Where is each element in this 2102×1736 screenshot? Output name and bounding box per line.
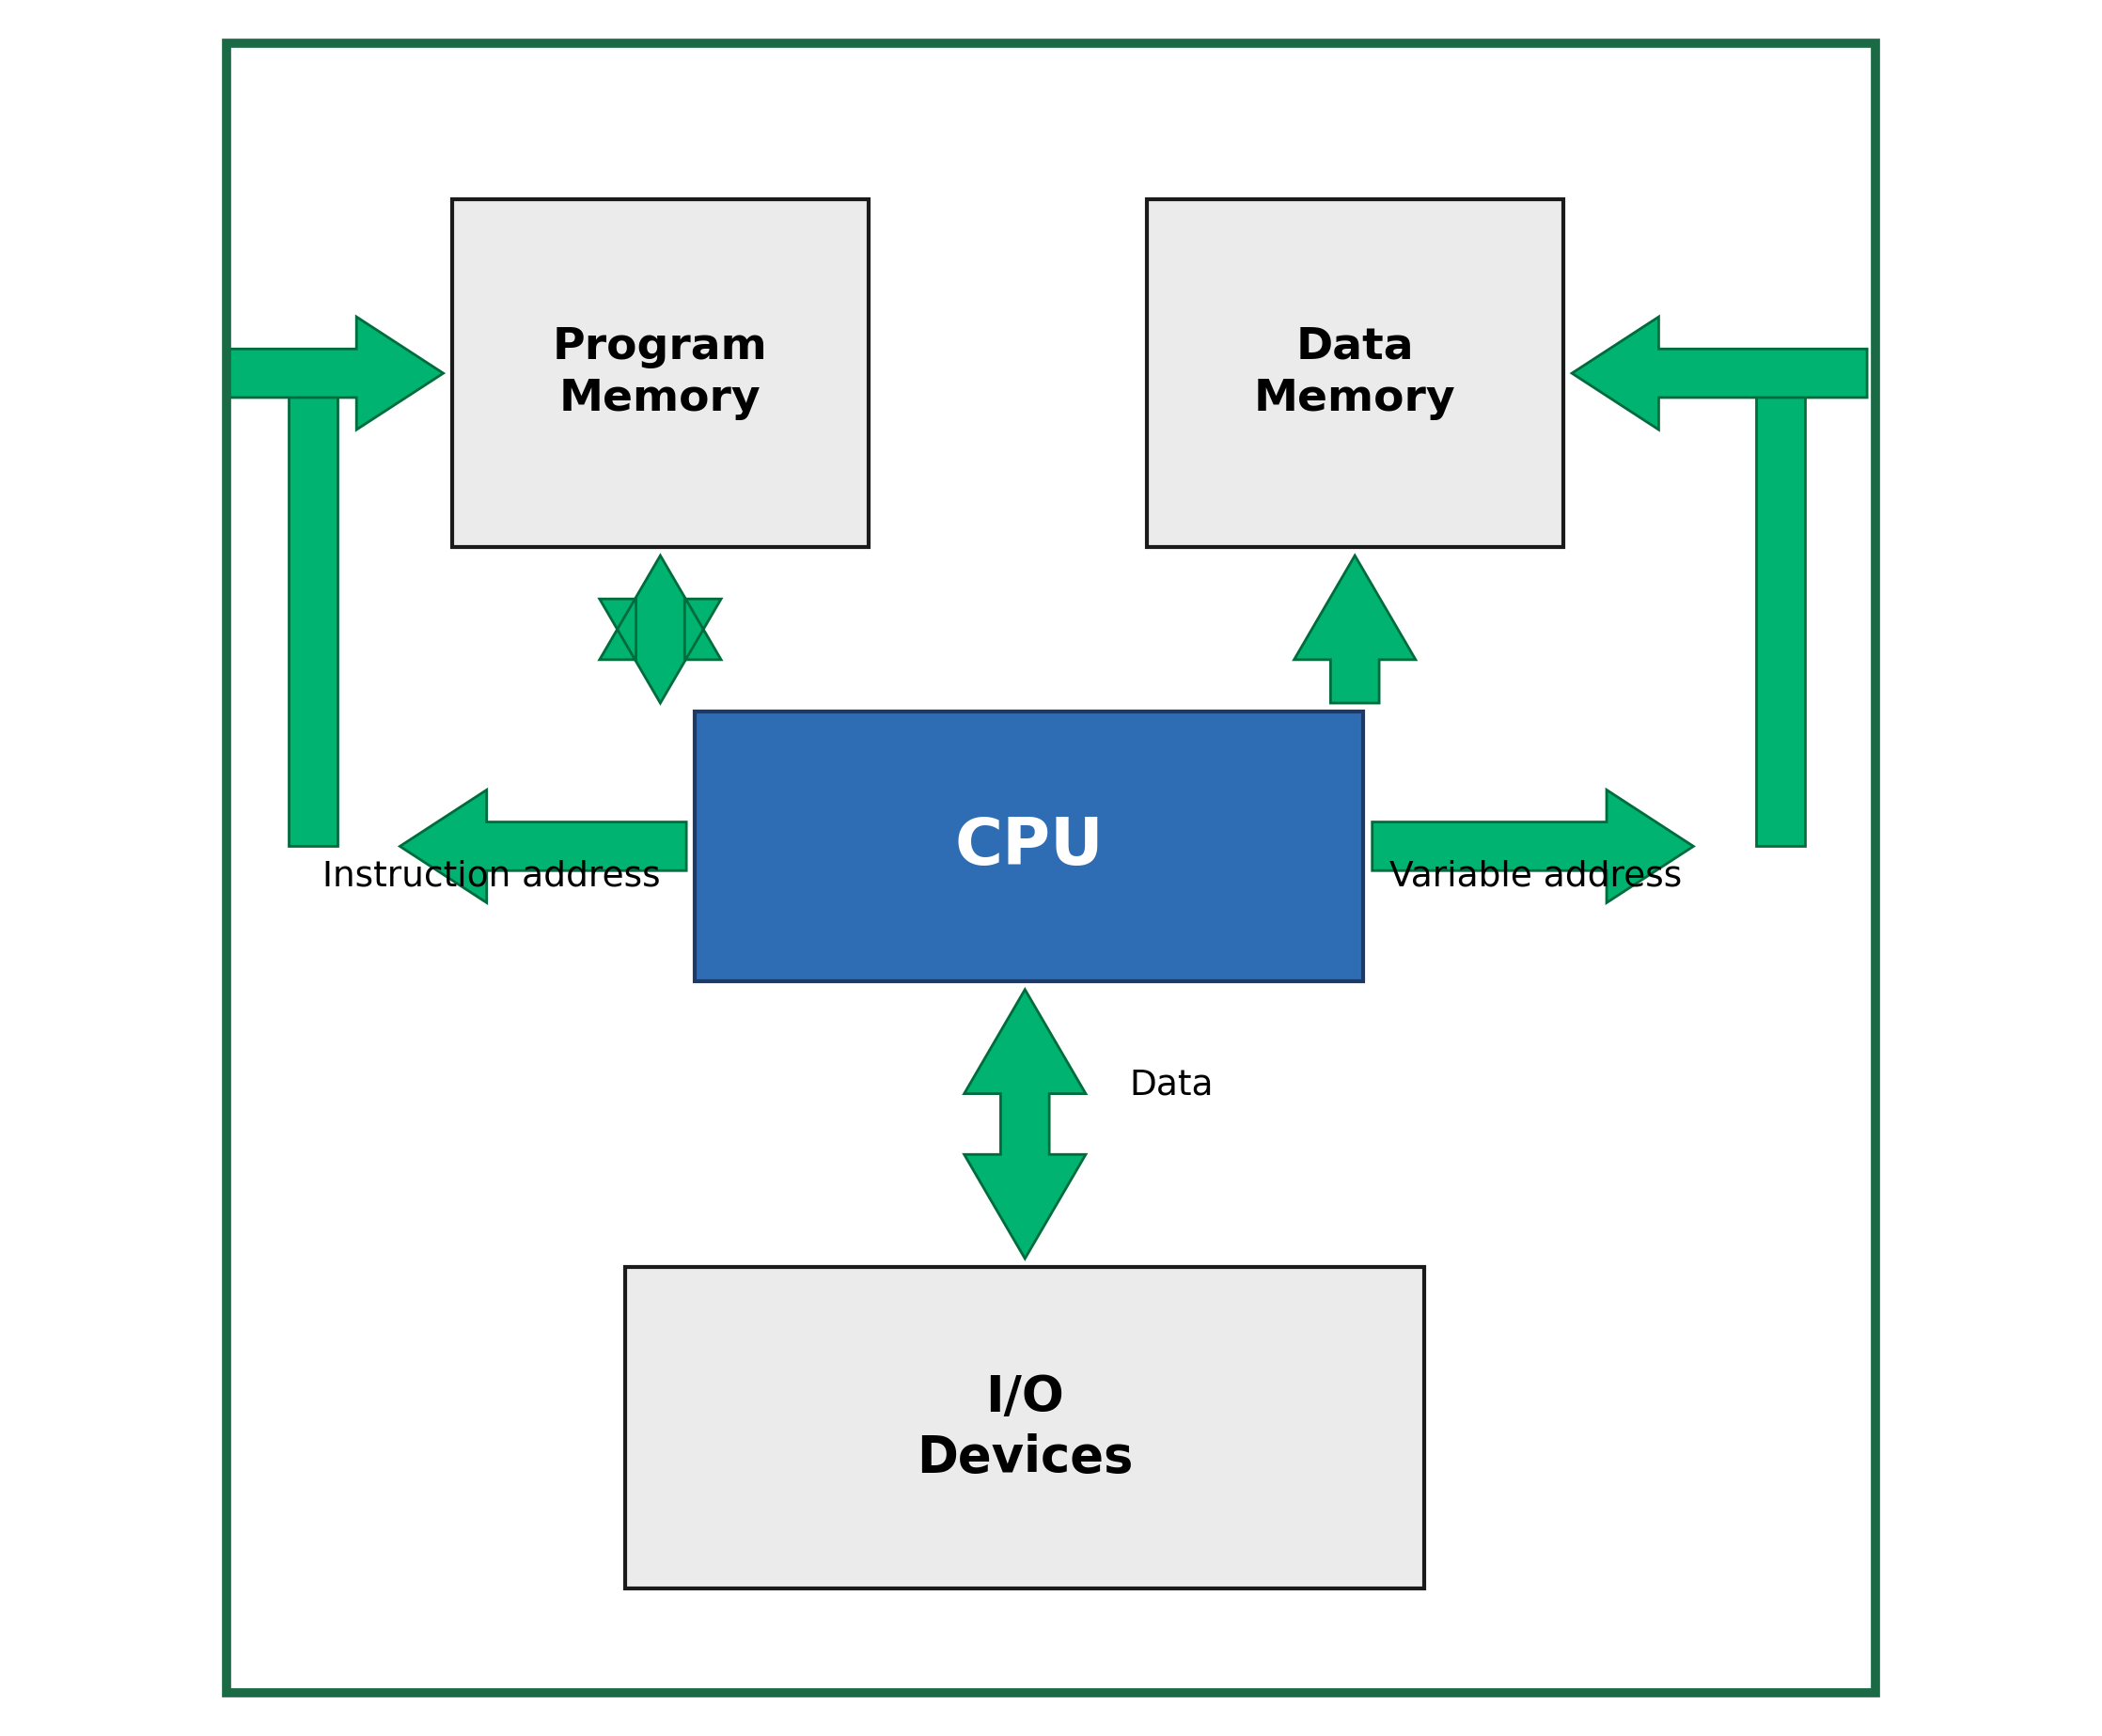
Polygon shape — [1295, 556, 1415, 703]
Text: Variable address: Variable address — [1389, 859, 1682, 894]
FancyBboxPatch shape — [452, 200, 868, 547]
Polygon shape — [1755, 373, 1804, 847]
FancyBboxPatch shape — [1146, 200, 1564, 547]
Text: Instruction address: Instruction address — [322, 859, 660, 894]
Text: CPU: CPU — [954, 814, 1104, 878]
Polygon shape — [288, 373, 338, 847]
Polygon shape — [399, 790, 687, 903]
Polygon shape — [1373, 790, 1694, 903]
Polygon shape — [965, 990, 1087, 1259]
Polygon shape — [1572, 316, 1867, 429]
Text: Data
Memory: Data Memory — [1255, 326, 1457, 420]
FancyBboxPatch shape — [696, 712, 1364, 981]
FancyBboxPatch shape — [626, 1267, 1425, 1588]
Polygon shape — [227, 316, 444, 429]
Text: Data: Data — [1129, 1068, 1213, 1102]
Text: Program
Memory: Program Memory — [553, 326, 767, 420]
Text: I/O
Devices: I/O Devices — [916, 1373, 1133, 1483]
Polygon shape — [599, 556, 721, 703]
